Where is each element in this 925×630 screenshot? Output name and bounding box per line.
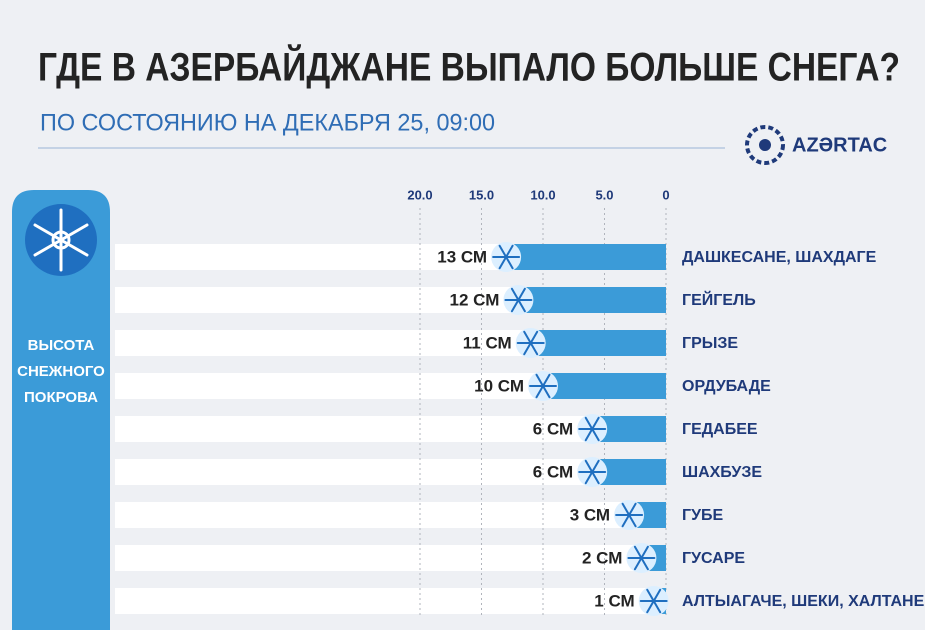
value-label: 3 СМ [570, 505, 610, 524]
side-panel [12, 190, 110, 630]
snowflake-icon [491, 242, 522, 272]
value-label: 2 СМ [582, 548, 622, 567]
category-label: ГЕЙГЕЛЬ [682, 290, 756, 309]
snowflake-arm [621, 502, 637, 528]
category-label: ГРЫЗЕ [682, 335, 738, 352]
value-label: 6 СМ [533, 419, 573, 438]
chart-subtitle: ПО СОСТОЯНИЮ НА ДЕКАБРЯ 25, 09:00 [40, 109, 495, 136]
snowflake-arm [498, 244, 514, 270]
x-tick-label: 15.0 [469, 187, 494, 202]
y-label: СНЕЖНОГО [17, 363, 105, 380]
x-tick-label: 5.0 [595, 187, 613, 202]
snowflake-arm [510, 287, 526, 313]
snowflake-arm [646, 588, 662, 614]
value-label: 6 СМ [533, 462, 573, 481]
x-tick-label: 20.0 [407, 187, 432, 202]
category-label: ГУБЕ [682, 507, 724, 524]
snowflake-icon [614, 500, 645, 530]
snowflake-icon [503, 285, 534, 315]
row-track [115, 545, 666, 571]
snowflake-icon [626, 543, 657, 573]
snowflake-arm [633, 545, 649, 571]
row-track [115, 459, 666, 485]
value-label: 13 СМ [437, 247, 487, 266]
snowflake-arm [584, 416, 600, 442]
row-track [115, 502, 666, 528]
snowflake-arm [535, 373, 551, 399]
value-label: 12 СМ [450, 290, 500, 309]
snowflake-icon [515, 328, 546, 358]
bar [543, 373, 666, 399]
chart-title: ГДЕ В АЗЕРБАЙДЖАНЕ ВЫПАЛО БОЛЬШЕ СНЕГА? [38, 44, 900, 90]
bar [530, 330, 666, 356]
bar [518, 287, 666, 313]
category-label: ОРДУБАДЕ [682, 378, 771, 395]
category-label: ДАШКЕСАНЕ, ШАХДАГЕ [682, 249, 877, 266]
logo-text: AZƏRTAC [792, 134, 887, 156]
category-label: ШАХБУЗЕ [682, 464, 762, 481]
x-tick-label: 10.0 [530, 187, 555, 202]
category-label: ГУСАРЕ [682, 550, 745, 567]
row-track [115, 588, 666, 614]
bar [506, 244, 666, 270]
snowflake-icon [577, 414, 608, 444]
snowflake-icon [528, 371, 558, 401]
y-label: ВЫСОТА [28, 337, 95, 354]
y-label: ПОКРОВА [24, 389, 98, 406]
value-label: 10 СМ [474, 376, 524, 395]
row-track [115, 416, 666, 442]
snowflake-icon [577, 457, 608, 487]
value-label: 1 СМ [594, 591, 634, 610]
category-label: АЛТЫАГАЧЕ, ШЕКИ, ХАЛТАНЕ [682, 593, 925, 610]
snowflake-icon [638, 586, 669, 616]
category-label: ГЕДАБЕЕ [682, 421, 758, 438]
panel-snowflake [25, 204, 97, 276]
logo-icon [745, 125, 785, 165]
snowflake-arm [584, 459, 600, 485]
snowflake-arm [523, 330, 539, 356]
value-label: 11 СМ [463, 333, 512, 352]
x-tick-label: 0 [662, 187, 669, 202]
